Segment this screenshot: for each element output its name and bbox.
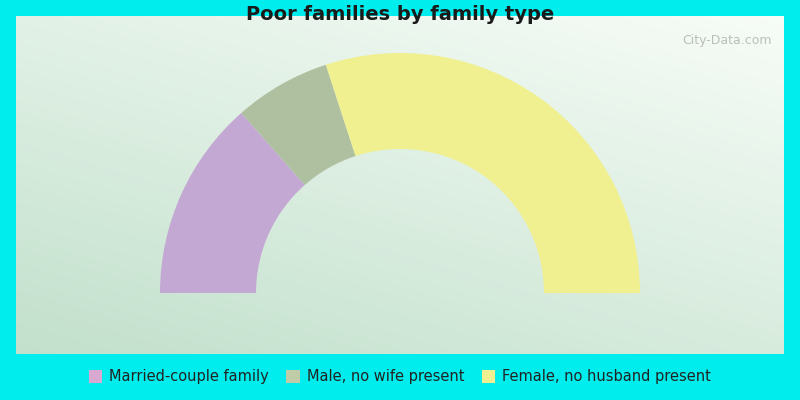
Wedge shape [160, 113, 305, 293]
Text: City-Data.com: City-Data.com [682, 34, 772, 47]
Wedge shape [242, 65, 355, 185]
Legend: Married-couple family, Male, no wife present, Female, no husband present: Married-couple family, Male, no wife pre… [83, 364, 717, 390]
Text: Poor families by family type: Poor families by family type [246, 4, 554, 24]
Wedge shape [326, 53, 640, 293]
